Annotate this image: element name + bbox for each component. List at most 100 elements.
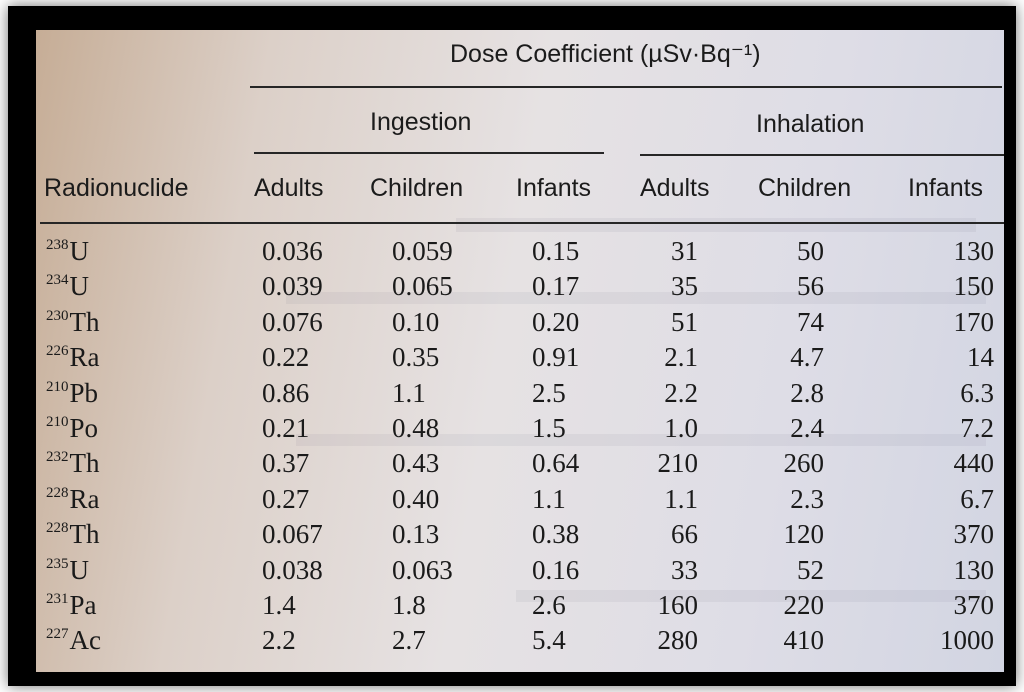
radionuclide-cell: 238U [46, 238, 89, 265]
column-header-inhalation-adults: Adults [640, 174, 710, 202]
value-cell-inhalation-adults: 2.1 [664, 342, 698, 372]
value-cell-inhalation-children: 2.4 [790, 413, 824, 443]
radionuclide-cell: 227Ac [46, 627, 101, 654]
group-header-inhalation: Inhalation [756, 110, 865, 138]
value-cell-inhalation-adults: 33 [671, 555, 698, 585]
value-cell-ingestion-children: 0.063 [392, 555, 453, 585]
value-cell-ingestion-infants: 0.38 [532, 519, 580, 549]
value-cell-inhalation-children: 50 [797, 236, 824, 266]
inhalation-rule [640, 154, 1004, 156]
value-cell-ingestion-children: 0.40 [392, 484, 440, 514]
radionuclide-cell: 231Pa [46, 592, 97, 619]
value-cell-ingestion-infants: 1.5 [532, 413, 566, 443]
value-cell-ingestion-infants: 5.4 [532, 625, 566, 655]
value-cell-ingestion-adults: 0.21 [262, 413, 310, 443]
element-symbol: Th [69, 519, 100, 549]
value-cell-ingestion-infants: 2.6 [532, 590, 566, 620]
value-cell-ingestion-children: 0.059 [392, 236, 453, 266]
value-cell-inhalation-infants: 440 [953, 448, 995, 478]
value-cell-ingestion-infants: 0.20 [532, 307, 580, 337]
value-cell-inhalation-infants: 6.7 [960, 484, 994, 514]
value-cell-inhalation-children: 120 [783, 519, 825, 549]
value-cell-ingestion-children: 0.35 [392, 342, 440, 372]
element-symbol: Ra [69, 342, 100, 372]
value-cell-inhalation-infants: 6.3 [960, 378, 994, 408]
value-cell-inhalation-adults: 210 [657, 448, 699, 478]
value-cell-inhalation-adults: 1.0 [664, 413, 698, 443]
radionuclide-cell: 210Pb [46, 380, 98, 407]
mass-number: 210 [46, 414, 69, 430]
value-cell-ingestion-children: 2.7 [392, 625, 426, 655]
value-cell-inhalation-adults: 31 [671, 236, 698, 266]
value-cell-ingestion-adults: 0.039 [262, 271, 323, 301]
element-symbol: U [69, 555, 90, 585]
value-cell-ingestion-adults: 0.27 [262, 484, 310, 514]
mass-number: 228 [46, 520, 69, 536]
value-cell-inhalation-infants: 130 [953, 236, 995, 266]
title-rule [250, 86, 1002, 88]
radionuclide-cell: 234U [46, 273, 89, 300]
mass-number: 234 [46, 272, 69, 288]
value-cell-inhalation-children: 2.3 [790, 484, 824, 514]
value-cell-inhalation-adults: 2.2 [664, 378, 698, 408]
value-cell-inhalation-adults: 51 [671, 307, 698, 337]
value-cell-ingestion-children: 0.13 [392, 519, 440, 549]
value-cell-inhalation-infants: 170 [953, 307, 995, 337]
book-page-photo: Dose Coefficient (µSv·Bq⁻¹) Ingestion In… [36, 30, 1004, 672]
value-cell-inhalation-children: 2.8 [790, 378, 824, 408]
value-cell-inhalation-adults: 66 [671, 519, 698, 549]
value-cell-ingestion-infants: 0.91 [532, 342, 580, 372]
column-header-inhalation-children: Children [758, 174, 852, 202]
value-cell-inhalation-adults: 35 [671, 271, 698, 301]
mass-number: 231 [46, 591, 69, 607]
value-cell-ingestion-children: 1.8 [392, 590, 426, 620]
value-cell-ingestion-adults: 0.37 [262, 448, 310, 478]
column-header-ingestion-children: Children [370, 174, 464, 202]
value-cell-inhalation-children: 4.7 [790, 342, 824, 372]
value-cell-ingestion-infants: 2.5 [532, 378, 566, 408]
value-cell-inhalation-children: 56 [797, 271, 824, 301]
value-cell-inhalation-adults: 160 [657, 590, 699, 620]
radionuclide-cell: 232Th [46, 450, 100, 477]
column-header-inhalation-infants: Infants [908, 174, 984, 202]
radionuclide-cell: 226Ra [46, 344, 100, 371]
value-cell-inhalation-infants: 14 [967, 342, 994, 372]
radionuclide-cell: 230Th [46, 309, 100, 336]
value-cell-ingestion-children: 0.48 [392, 413, 440, 443]
mass-number: 226 [46, 343, 69, 359]
mass-number: 230 [46, 308, 69, 324]
value-cell-ingestion-infants: 0.15 [532, 236, 580, 266]
value-cell-inhalation-children: 260 [783, 448, 825, 478]
value-cell-ingestion-infants: 0.16 [532, 555, 580, 585]
value-cell-inhalation-infants: 370 [953, 519, 995, 549]
value-cell-ingestion-infants: 0.17 [532, 271, 580, 301]
mass-number: 227 [46, 626, 69, 642]
column-header-ingestion-infants: Infants [516, 174, 592, 202]
element-symbol: U [69, 236, 90, 266]
radionuclide-cell: 210Po [46, 415, 98, 442]
value-cell-ingestion-adults: 0.038 [262, 555, 323, 585]
group-header-ingestion: Ingestion [370, 108, 472, 136]
table-title: Dose Coefficient (µSv·Bq⁻¹) [450, 40, 761, 68]
value-cell-inhalation-infants: 130 [953, 555, 995, 585]
value-cell-inhalation-children: 410 [783, 625, 825, 655]
value-cell-ingestion-adults: 0.076 [262, 307, 323, 337]
value-cell-ingestion-children: 0.43 [392, 448, 440, 478]
value-cell-ingestion-adults: 0.036 [262, 236, 323, 266]
mass-number: 238 [46, 237, 69, 253]
column-header-ingestion-adults: Adults [254, 174, 324, 202]
mass-number: 232 [46, 449, 69, 465]
element-symbol: Pb [69, 378, 99, 408]
radionuclide-cell: 235U [46, 557, 89, 584]
value-cell-ingestion-children: 0.10 [392, 307, 440, 337]
value-cell-inhalation-infants: 150 [953, 271, 995, 301]
radionuclide-cell: 228Th [46, 521, 100, 548]
value-cell-inhalation-children: 220 [783, 590, 825, 620]
column-header-radionuclide: Radionuclide [44, 174, 189, 202]
value-cell-ingestion-infants: 1.1 [532, 484, 566, 514]
value-cell-ingestion-children: 1.1 [392, 378, 426, 408]
element-symbol: Th [69, 307, 100, 337]
value-cell-ingestion-infants: 0.64 [532, 448, 580, 478]
value-cell-inhalation-children: 74 [797, 307, 824, 337]
mass-number: 235 [46, 556, 69, 572]
